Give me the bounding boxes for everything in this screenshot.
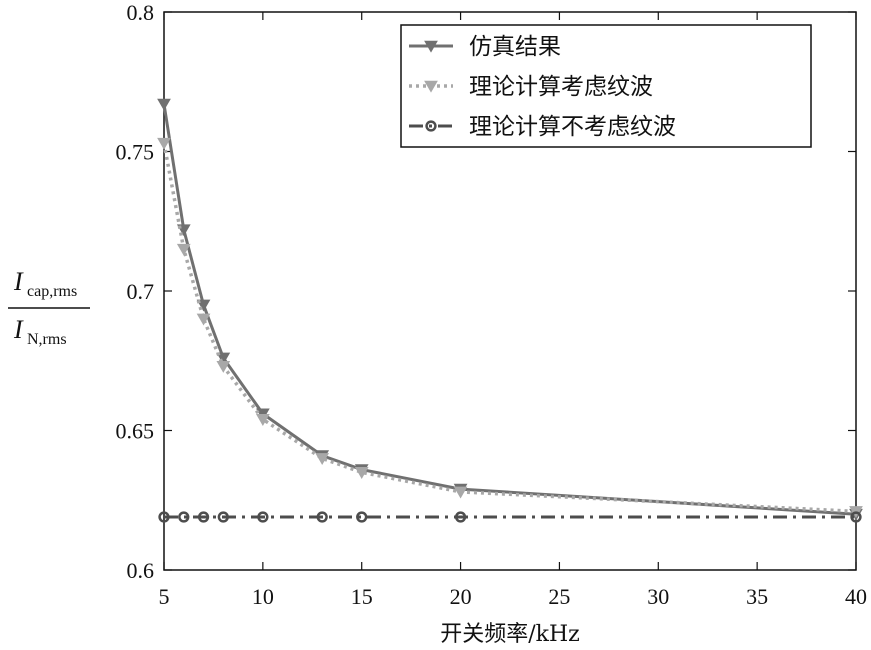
data-point: [216, 361, 231, 373]
y-axis-denominator-sub: N,rms: [27, 331, 67, 348]
legend-swatch-marker: [424, 40, 438, 53]
y-axis-numerator-sub: cap,rms: [27, 283, 77, 300]
series-layer: [157, 98, 863, 523]
x-axis-title: 开关频率/kHz: [440, 622, 580, 647]
y-axis-denominator: I: [13, 315, 24, 344]
legend-label: 仿真结果: [469, 34, 561, 60]
x-tick-label: 10: [252, 584, 274, 609]
x-tick-label: 30: [647, 584, 669, 609]
legend-swatch-marker: [425, 120, 437, 132]
data-point: [178, 511, 190, 523]
data-point: [217, 511, 229, 523]
x-tick-label: 40: [845, 584, 867, 609]
data-point: [453, 486, 468, 499]
data-point: [255, 414, 270, 426]
x-tick-label: 20: [450, 584, 472, 609]
x-tick-label: 35: [746, 584, 768, 609]
data-point: [157, 98, 171, 111]
data-point: [196, 313, 211, 326]
series-3: [158, 511, 862, 523]
data-point: [176, 243, 191, 256]
data-point: [157, 137, 171, 150]
y-tick-label: 0.8: [127, 0, 155, 25]
data-point: [315, 453, 330, 466]
x-tick-label: 25: [548, 584, 570, 609]
data-point: [257, 511, 269, 523]
data-point: [454, 511, 467, 523]
data-point: [356, 511, 368, 523]
x-tick-label: 5: [159, 584, 170, 609]
data-point: [216, 352, 231, 365]
y-axis-title: I cap,rms I N,rms: [8, 267, 90, 348]
y-tick-label: 0.6: [127, 558, 155, 583]
axis-ticks: 5 10 15 20 25 30 35 40 0.6 0.65 0.7 0.75 0.8: [116, 0, 868, 609]
data-point: [354, 467, 369, 479]
series-1: [157, 98, 863, 521]
y-tick-label: 0.7: [127, 279, 155, 304]
data-point: [316, 511, 328, 523]
y-axis-numerator: I: [13, 267, 24, 296]
y-tick-label: 0.65: [116, 419, 155, 444]
series-line: [162, 142, 857, 514]
x-tick-label: 15: [351, 584, 373, 609]
series-2: [157, 137, 863, 519]
data-point: [197, 511, 210, 523]
series-line: [162, 103, 857, 516]
legend-swatch-marker: [424, 80, 438, 93]
legend-box: [400, 24, 812, 148]
data-point: [158, 511, 170, 523]
data-point: [850, 511, 862, 523]
legend-label: 理论计算不考虑纹波: [469, 114, 676, 140]
legend-label: 理论计算考虑纹波: [469, 74, 653, 100]
y-tick-label: 0.75: [116, 140, 155, 165]
